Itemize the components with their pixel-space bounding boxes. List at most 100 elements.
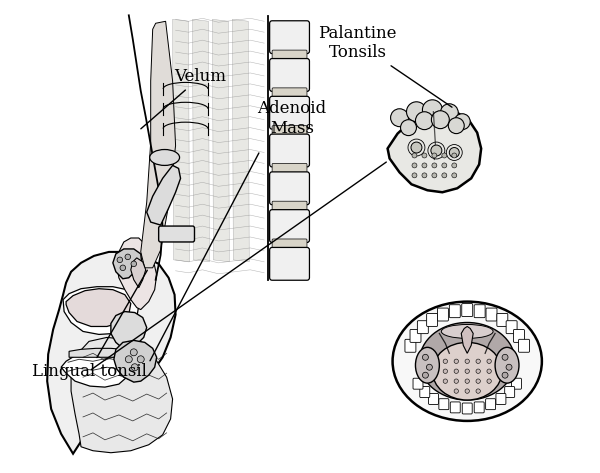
Polygon shape <box>173 19 190 262</box>
Circle shape <box>448 118 464 133</box>
Polygon shape <box>131 258 146 288</box>
Circle shape <box>452 153 457 158</box>
Circle shape <box>454 379 458 383</box>
Circle shape <box>443 359 448 363</box>
Circle shape <box>431 145 442 156</box>
Circle shape <box>440 104 458 122</box>
Circle shape <box>415 112 433 130</box>
Polygon shape <box>114 341 157 382</box>
Polygon shape <box>388 111 481 192</box>
Polygon shape <box>212 19 229 262</box>
Circle shape <box>454 114 470 130</box>
Circle shape <box>454 359 458 363</box>
FancyBboxPatch shape <box>511 378 521 389</box>
FancyBboxPatch shape <box>428 394 439 404</box>
Polygon shape <box>141 21 176 268</box>
Circle shape <box>442 153 447 158</box>
Circle shape <box>407 102 427 122</box>
Polygon shape <box>63 287 139 334</box>
FancyBboxPatch shape <box>462 403 472 414</box>
Circle shape <box>506 364 512 370</box>
FancyBboxPatch shape <box>427 314 437 326</box>
FancyBboxPatch shape <box>485 399 496 410</box>
Circle shape <box>422 372 428 378</box>
Circle shape <box>431 111 449 129</box>
FancyBboxPatch shape <box>272 201 307 211</box>
FancyBboxPatch shape <box>514 330 524 342</box>
Circle shape <box>130 349 137 356</box>
Polygon shape <box>47 252 176 454</box>
Circle shape <box>411 142 422 153</box>
Ellipse shape <box>433 342 502 400</box>
Circle shape <box>449 148 459 158</box>
FancyBboxPatch shape <box>269 134 310 167</box>
Ellipse shape <box>149 149 179 166</box>
FancyBboxPatch shape <box>474 402 484 413</box>
FancyBboxPatch shape <box>405 339 416 352</box>
FancyBboxPatch shape <box>518 339 529 352</box>
Polygon shape <box>66 289 131 326</box>
Circle shape <box>452 163 457 168</box>
Polygon shape <box>61 352 129 387</box>
FancyBboxPatch shape <box>420 386 430 397</box>
FancyBboxPatch shape <box>269 172 310 205</box>
FancyBboxPatch shape <box>462 304 473 316</box>
FancyBboxPatch shape <box>496 394 506 404</box>
Circle shape <box>125 254 131 260</box>
Ellipse shape <box>419 323 515 400</box>
Circle shape <box>422 173 427 178</box>
Circle shape <box>502 372 508 378</box>
Ellipse shape <box>415 347 439 383</box>
FancyBboxPatch shape <box>450 402 460 413</box>
FancyBboxPatch shape <box>474 305 485 318</box>
Text: Lingual tonsil: Lingual tonsil <box>32 270 148 380</box>
Circle shape <box>412 173 417 178</box>
Polygon shape <box>69 348 129 357</box>
FancyBboxPatch shape <box>497 314 508 326</box>
FancyBboxPatch shape <box>506 321 517 333</box>
Circle shape <box>465 359 469 363</box>
Circle shape <box>443 379 448 383</box>
FancyBboxPatch shape <box>413 378 423 389</box>
Circle shape <box>422 100 442 120</box>
Circle shape <box>120 265 125 271</box>
Text: Palantine
Tonsils: Palantine Tonsils <box>319 25 452 107</box>
FancyBboxPatch shape <box>272 126 307 136</box>
Ellipse shape <box>392 302 542 421</box>
Circle shape <box>391 109 409 127</box>
Circle shape <box>476 389 481 393</box>
Circle shape <box>432 153 437 158</box>
FancyBboxPatch shape <box>269 21 310 53</box>
Polygon shape <box>232 19 249 262</box>
Circle shape <box>454 369 458 373</box>
Polygon shape <box>193 19 209 262</box>
FancyBboxPatch shape <box>269 96 310 129</box>
Circle shape <box>452 173 457 178</box>
FancyBboxPatch shape <box>437 308 448 321</box>
FancyBboxPatch shape <box>269 59 310 91</box>
Circle shape <box>125 356 132 363</box>
Circle shape <box>422 153 427 158</box>
Circle shape <box>422 163 427 168</box>
Circle shape <box>443 369 448 373</box>
Circle shape <box>422 354 428 360</box>
Circle shape <box>465 379 469 383</box>
Circle shape <box>412 163 417 168</box>
Circle shape <box>131 364 138 371</box>
Circle shape <box>465 369 469 373</box>
FancyBboxPatch shape <box>449 305 460 318</box>
Circle shape <box>427 364 433 370</box>
Circle shape <box>476 379 481 383</box>
Circle shape <box>487 379 491 383</box>
Polygon shape <box>117 238 157 309</box>
FancyBboxPatch shape <box>269 247 310 280</box>
FancyBboxPatch shape <box>158 226 194 242</box>
Circle shape <box>502 354 508 360</box>
Polygon shape <box>147 166 181 225</box>
Polygon shape <box>461 326 473 353</box>
FancyBboxPatch shape <box>418 321 428 333</box>
Text: Velum: Velum <box>141 69 226 129</box>
Circle shape <box>432 173 437 178</box>
Circle shape <box>487 359 491 363</box>
Circle shape <box>442 173 447 178</box>
